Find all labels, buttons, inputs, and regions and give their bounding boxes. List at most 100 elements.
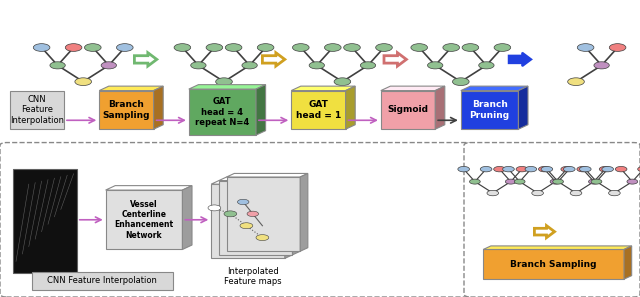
Text: Sigmoid: Sigmoid xyxy=(387,105,429,114)
Text: Vessel
Centerline
Enhancement
Network: Vessel Centerline Enhancement Network xyxy=(115,200,173,240)
Circle shape xyxy=(502,166,515,172)
FancyBboxPatch shape xyxy=(461,91,518,129)
Circle shape xyxy=(506,179,516,184)
Polygon shape xyxy=(227,173,308,177)
Circle shape xyxy=(515,179,525,184)
Polygon shape xyxy=(483,246,632,249)
Circle shape xyxy=(570,190,582,196)
Circle shape xyxy=(242,62,257,69)
Text: CNN Feature Interpolation: CNN Feature Interpolation xyxy=(47,276,157,285)
Circle shape xyxy=(360,62,376,69)
Circle shape xyxy=(101,62,116,69)
FancyBboxPatch shape xyxy=(219,181,292,255)
FancyBboxPatch shape xyxy=(483,249,624,279)
Circle shape xyxy=(602,166,614,172)
Polygon shape xyxy=(291,86,355,91)
Circle shape xyxy=(577,166,589,172)
Polygon shape xyxy=(106,186,192,190)
FancyBboxPatch shape xyxy=(381,91,435,129)
Text: CNN
Feature
Interpolation: CNN Feature Interpolation xyxy=(10,95,64,125)
Polygon shape xyxy=(285,181,292,258)
Circle shape xyxy=(191,62,206,69)
Circle shape xyxy=(532,190,543,196)
Text: Branch Sampling: Branch Sampling xyxy=(510,260,597,269)
Circle shape xyxy=(240,223,253,229)
Circle shape xyxy=(599,166,611,172)
Circle shape xyxy=(479,62,494,69)
Circle shape xyxy=(516,166,528,172)
Circle shape xyxy=(458,166,470,172)
FancyBboxPatch shape xyxy=(464,143,640,297)
Circle shape xyxy=(480,166,492,172)
Polygon shape xyxy=(381,86,445,91)
Circle shape xyxy=(116,44,133,51)
Text: Branch
Sampling: Branch Sampling xyxy=(102,100,150,120)
FancyBboxPatch shape xyxy=(99,91,154,129)
Circle shape xyxy=(50,62,65,69)
Circle shape xyxy=(256,235,269,241)
Circle shape xyxy=(292,44,309,51)
Polygon shape xyxy=(509,53,531,66)
FancyBboxPatch shape xyxy=(10,91,64,129)
Circle shape xyxy=(550,179,561,184)
Circle shape xyxy=(553,179,563,184)
Polygon shape xyxy=(154,86,163,129)
Circle shape xyxy=(344,44,360,51)
Circle shape xyxy=(470,179,480,184)
Circle shape xyxy=(309,62,324,69)
Circle shape xyxy=(487,190,499,196)
Circle shape xyxy=(591,179,602,184)
Circle shape xyxy=(589,179,599,184)
Circle shape xyxy=(541,166,553,172)
Circle shape xyxy=(411,44,428,51)
Circle shape xyxy=(216,78,232,86)
Circle shape xyxy=(324,44,341,51)
FancyBboxPatch shape xyxy=(227,177,300,251)
Circle shape xyxy=(462,44,479,51)
Circle shape xyxy=(257,44,274,51)
Circle shape xyxy=(579,166,591,172)
Polygon shape xyxy=(182,186,192,249)
Circle shape xyxy=(525,166,537,172)
FancyBboxPatch shape xyxy=(211,184,285,258)
Polygon shape xyxy=(292,177,300,255)
Circle shape xyxy=(452,78,469,86)
Circle shape xyxy=(637,166,640,172)
Circle shape xyxy=(428,62,443,69)
Circle shape xyxy=(563,166,575,172)
Circle shape xyxy=(609,190,620,196)
Circle shape xyxy=(443,44,460,51)
Polygon shape xyxy=(461,86,528,91)
Circle shape xyxy=(594,62,609,69)
Circle shape xyxy=(493,166,506,172)
Text: Interpolated
Feature maps: Interpolated Feature maps xyxy=(224,266,282,286)
FancyBboxPatch shape xyxy=(291,91,346,129)
Circle shape xyxy=(224,211,237,217)
Circle shape xyxy=(33,44,50,51)
Polygon shape xyxy=(346,86,355,129)
FancyBboxPatch shape xyxy=(0,143,474,297)
Circle shape xyxy=(334,78,351,86)
Polygon shape xyxy=(189,85,266,89)
Circle shape xyxy=(609,44,626,51)
Circle shape xyxy=(174,44,191,51)
Polygon shape xyxy=(211,181,292,184)
FancyBboxPatch shape xyxy=(189,89,256,135)
Circle shape xyxy=(206,44,223,51)
Text: GAT
head = 4
repeat N=4: GAT head = 4 repeat N=4 xyxy=(195,97,250,127)
Polygon shape xyxy=(435,86,445,129)
Polygon shape xyxy=(624,246,632,279)
Text: GAT
head = 1: GAT head = 1 xyxy=(296,100,341,120)
Circle shape xyxy=(577,44,594,51)
Circle shape xyxy=(627,179,637,184)
FancyBboxPatch shape xyxy=(32,272,173,290)
Polygon shape xyxy=(219,177,300,181)
Circle shape xyxy=(568,78,584,86)
Polygon shape xyxy=(256,85,266,135)
FancyBboxPatch shape xyxy=(106,190,182,249)
Circle shape xyxy=(225,44,242,51)
Circle shape xyxy=(376,44,392,51)
Circle shape xyxy=(615,166,627,172)
Circle shape xyxy=(75,78,92,86)
Circle shape xyxy=(494,44,511,51)
